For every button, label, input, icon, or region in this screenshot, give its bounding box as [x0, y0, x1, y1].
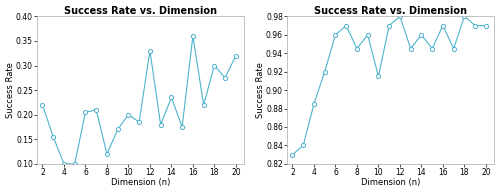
- Y-axis label: Success Rate: Success Rate: [256, 62, 264, 118]
- Y-axis label: Success Rate: Success Rate: [6, 62, 15, 118]
- X-axis label: Dimension (n): Dimension (n): [361, 179, 420, 187]
- Title: Success Rate vs. Dimension: Success Rate vs. Dimension: [64, 6, 218, 16]
- X-axis label: Dimension (n): Dimension (n): [111, 179, 170, 187]
- Title: Success Rate vs. Dimension: Success Rate vs. Dimension: [314, 6, 468, 16]
